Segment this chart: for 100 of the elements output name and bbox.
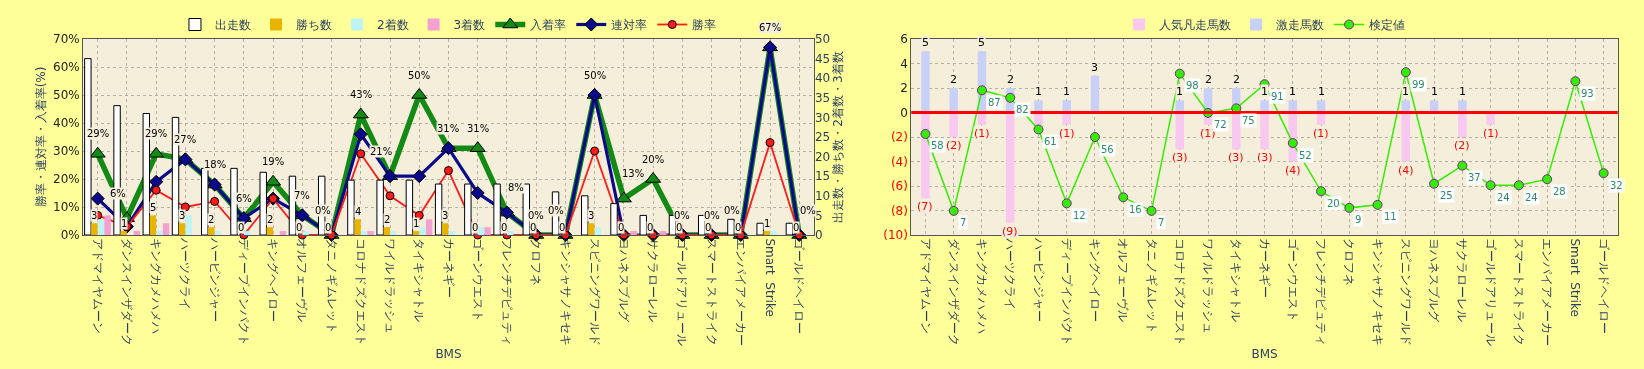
- data-label: 2: [208, 214, 215, 225]
- legend-label: 3着数: [453, 18, 486, 33]
- data-label: 98: [1186, 80, 1199, 91]
- data-label: 1: [1035, 85, 1042, 98]
- y-tick-label: 2: [900, 81, 908, 96]
- data-label: 9: [1355, 214, 1362, 225]
- x-tick-label: カーネギー: [441, 238, 456, 299]
- x-tick-label: アドマイヤムーン: [90, 238, 105, 335]
- x-tick-label: ゴールドアリュール: [675, 238, 690, 347]
- y2-tick-label: 25: [814, 130, 831, 145]
- x-axis-title: BMS: [435, 347, 462, 362]
- data-label: 43%: [350, 89, 373, 100]
- legend-label: 勝ち数: [295, 18, 332, 33]
- y-tick-label: (2): [890, 130, 908, 145]
- x-axis-title: BMS: [1251, 347, 1278, 362]
- x-tick-label: サクラローレル: [646, 238, 661, 323]
- x-tick-label: キンシャサノキセキ: [558, 238, 573, 347]
- y-axis-title: 勝率・連対率・入着率(%): [34, 66, 49, 208]
- x-tick-label: ハービンジャー: [1031, 237, 1046, 323]
- y-tick-label: (6): [890, 179, 908, 194]
- data-label: 5: [150, 202, 157, 213]
- y-tick-label: (10): [883, 228, 908, 243]
- data-label: 82: [1016, 104, 1029, 115]
- x-tick-label: ゴールドアリュール: [1483, 238, 1498, 347]
- data-label: 27%: [174, 134, 197, 145]
- data-label: 52: [1299, 150, 1312, 161]
- data-label: 75: [1242, 115, 1255, 126]
- y-tick-label: (4): [890, 154, 908, 169]
- x-tick-label: ダンスインザダーク: [946, 238, 961, 347]
- data-label: 7: [960, 217, 967, 228]
- data-label: 87: [988, 97, 1001, 108]
- data-label: 2: [950, 73, 957, 86]
- x-tick-label: タニノギムレット: [1144, 238, 1159, 335]
- data-label: 0%: [674, 210, 690, 221]
- data-label: 0%: [548, 205, 564, 216]
- y-tick-label: 70%: [53, 32, 80, 47]
- data-label: (1): [1200, 127, 1216, 140]
- data-label: 91: [1271, 91, 1284, 102]
- y-tick-label: 30%: [53, 144, 80, 159]
- y2-axis-title: 出走数・勝ち数・2着数・3着数: [831, 51, 846, 223]
- data-label: 0%: [528, 210, 544, 221]
- data-label: 0: [705, 222, 712, 233]
- y2-tick-label: 45: [814, 51, 831, 66]
- data-label: 0: [472, 222, 479, 233]
- x-tick-label: エンパイアメーカー: [1540, 238, 1555, 347]
- y2-tick-label: 35: [814, 91, 831, 105]
- y-tick-label: 4: [900, 56, 908, 71]
- data-label: 18%: [204, 159, 227, 170]
- y-tick-label: 0%: [60, 228, 80, 243]
- data-label: (1): [974, 127, 990, 140]
- data-label: 20%: [642, 154, 665, 165]
- data-label: 99: [1412, 79, 1425, 90]
- data-label: 93: [1581, 88, 1594, 99]
- data-label: (3): [1228, 151, 1244, 164]
- data-label: 1: [1063, 85, 1070, 98]
- x-tick-label: ワイルドラッシュ: [383, 238, 398, 335]
- y2-tick-label: 5: [814, 208, 823, 223]
- x-tick-label: キングヘイロー: [266, 238, 281, 323]
- data-label: 5: [978, 36, 985, 49]
- data-label: 24: [1525, 192, 1538, 203]
- x-tick-label: スピニングワールド: [587, 238, 602, 347]
- data-label: (1): [1313, 127, 1329, 140]
- x-tick-label: クロフネ: [529, 238, 544, 287]
- x-tick-label: アドマイヤムーン: [918, 238, 933, 335]
- data-label: 29%: [145, 128, 168, 139]
- data-label: (1): [1059, 127, 1075, 140]
- data-label: 5: [922, 36, 929, 49]
- legend-label: 激走馬数: [1276, 18, 1325, 33]
- data-label: 61: [1044, 136, 1057, 147]
- data-label: 58: [931, 140, 944, 151]
- data-label: 2: [384, 214, 391, 225]
- x-tick-label: サクラローレル: [1455, 238, 1470, 323]
- legend-label: 人気凡走馬数: [1159, 18, 1232, 33]
- x-tick-label: スマートストライク: [704, 238, 719, 347]
- data-label: 28: [1553, 186, 1566, 197]
- x-tick-label: ヨハネスブルグ: [616, 238, 631, 324]
- x-tick-label: スマートストライク: [1511, 238, 1526, 347]
- y2-tick-label: 50: [814, 32, 831, 47]
- data-label: 3: [588, 210, 595, 221]
- data-label: (2): [946, 139, 962, 152]
- y2-tick-label: 20: [814, 149, 831, 164]
- data-label: 6%: [236, 193, 252, 204]
- data-label: (3): [1257, 151, 1273, 164]
- data-label: (2): [1454, 139, 1470, 152]
- data-label: 1: [1176, 85, 1183, 98]
- x-tick-label: キングカメハメハ: [149, 238, 164, 335]
- x-tick-label: キングカメハメハ: [975, 238, 990, 335]
- legend-label: 勝率: [692, 18, 717, 33]
- y-tick-label: 20%: [53, 172, 80, 187]
- data-label: 20: [1327, 198, 1340, 209]
- data-label: 21%: [370, 146, 393, 157]
- x-tick-label: オルフェーヴル: [1116, 238, 1131, 323]
- x-tick-label: キンシャサノキセキ: [1370, 238, 1385, 347]
- data-label: 37: [1468, 172, 1481, 183]
- data-label: 50%: [408, 70, 431, 81]
- x-tick-label: ディープインパクト: [1059, 238, 1074, 347]
- data-label: 19%: [262, 156, 285, 167]
- data-label: 1: [1318, 85, 1325, 98]
- data-label: 8%: [508, 182, 524, 193]
- data-label: 1: [121, 218, 128, 229]
